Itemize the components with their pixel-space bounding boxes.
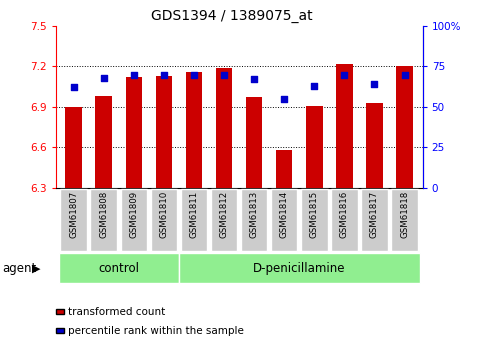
Bar: [156, 76, 172, 188]
Text: GSM61817: GSM61817: [370, 190, 379, 238]
Bar: [366, 103, 383, 188]
Text: ▶: ▶: [32, 263, 41, 273]
Text: GSM61808: GSM61808: [99, 190, 108, 238]
Text: GDS1394 / 1389075_at: GDS1394 / 1389075_at: [151, 9, 313, 23]
Text: transformed count: transformed count: [68, 307, 165, 317]
Text: GSM61807: GSM61807: [69, 190, 78, 238]
Text: control: control: [98, 262, 139, 275]
FancyBboxPatch shape: [60, 189, 87, 251]
Text: agent: agent: [2, 262, 37, 275]
Point: [220, 72, 228, 77]
Bar: [126, 77, 142, 188]
Bar: [276, 150, 293, 188]
Bar: [65, 107, 82, 188]
Point: [190, 72, 198, 77]
Bar: [336, 64, 353, 188]
FancyBboxPatch shape: [121, 189, 147, 251]
FancyBboxPatch shape: [271, 189, 298, 251]
Point: [70, 85, 77, 90]
Bar: [216, 68, 232, 188]
FancyBboxPatch shape: [301, 189, 327, 251]
Text: D-penicillamine: D-penicillamine: [253, 262, 345, 275]
FancyBboxPatch shape: [58, 253, 179, 283]
Text: percentile rank within the sample: percentile rank within the sample: [68, 326, 244, 336]
Text: GSM61818: GSM61818: [400, 190, 409, 238]
Bar: [306, 106, 323, 188]
Point: [160, 72, 168, 77]
FancyBboxPatch shape: [241, 189, 268, 251]
FancyBboxPatch shape: [151, 189, 177, 251]
Bar: [96, 96, 112, 188]
Point: [280, 96, 288, 101]
Text: GSM61809: GSM61809: [129, 190, 138, 238]
FancyBboxPatch shape: [211, 189, 237, 251]
Bar: [396, 66, 413, 188]
Point: [130, 72, 138, 77]
Text: GSM61814: GSM61814: [280, 190, 289, 238]
FancyBboxPatch shape: [331, 189, 357, 251]
Point: [100, 75, 108, 80]
Text: GSM61816: GSM61816: [340, 190, 349, 238]
FancyBboxPatch shape: [179, 253, 420, 283]
FancyBboxPatch shape: [391, 189, 418, 251]
Point: [341, 72, 348, 77]
Point: [401, 72, 409, 77]
Bar: [185, 72, 202, 188]
FancyBboxPatch shape: [90, 189, 117, 251]
Text: GSM61815: GSM61815: [310, 190, 319, 238]
FancyBboxPatch shape: [361, 189, 388, 251]
Text: GSM61811: GSM61811: [189, 190, 199, 238]
Point: [370, 81, 378, 87]
Point: [311, 83, 318, 89]
Text: GSM61810: GSM61810: [159, 190, 169, 238]
Text: GSM61813: GSM61813: [250, 190, 258, 238]
Point: [250, 77, 258, 82]
FancyBboxPatch shape: [181, 189, 207, 251]
Text: GSM61812: GSM61812: [220, 190, 228, 238]
Bar: [246, 98, 262, 188]
